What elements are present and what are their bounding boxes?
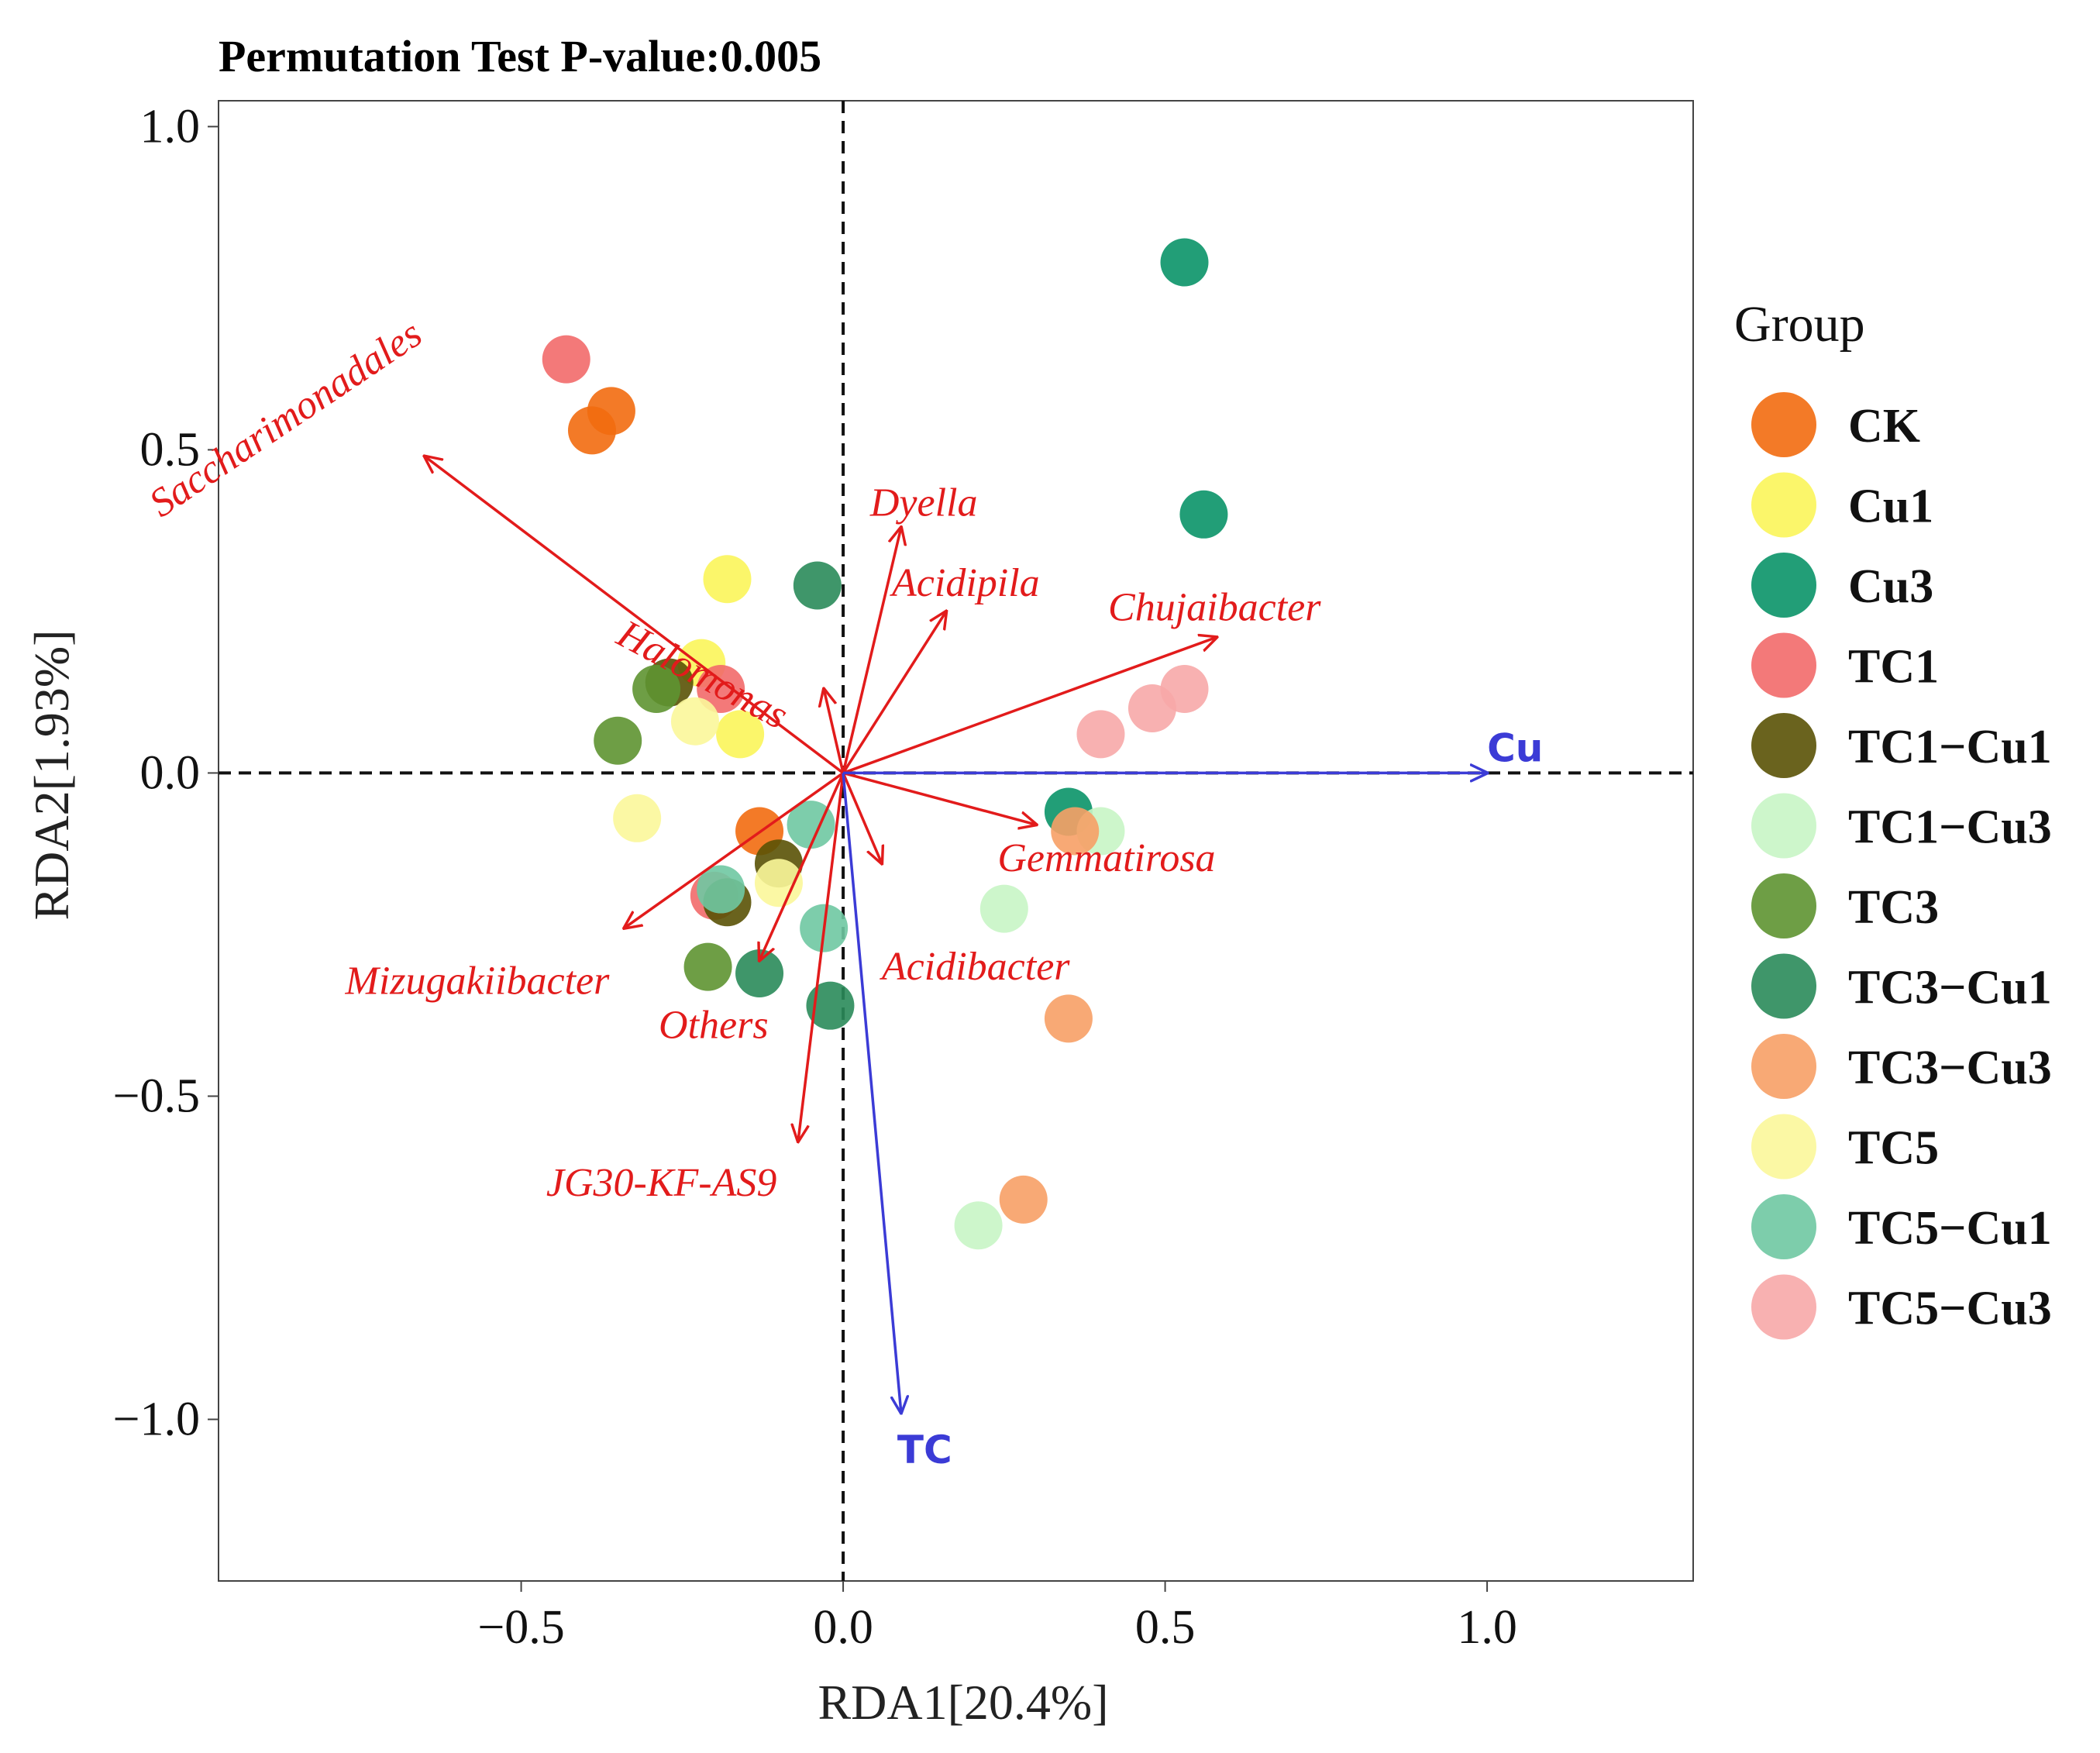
sample-point [979, 884, 1028, 933]
legend-key [1751, 1194, 1816, 1259]
sample-point [735, 949, 784, 997]
sample-point [670, 697, 719, 746]
legend: Group CK Cu1 Cu3 TC1 TC1−Cu1 TC1−Cu3 TC3 TC3−Cu… [1734, 296, 2052, 1340]
y-tick-label: −1.0 [113, 1393, 200, 1445]
x-tick-label: 1.0 [1457, 1601, 1517, 1654]
sample-point [1076, 710, 1125, 759]
y-tick-label: 0.5 [140, 423, 201, 476]
sample-point [594, 716, 642, 765]
sample-point [1044, 994, 1093, 1043]
species-arrow [798, 773, 845, 1141]
sample-point [793, 561, 842, 610]
species-label: Chujaibacter [1108, 585, 1321, 629]
sample-point [754, 859, 803, 907]
x-tick-label: −0.5 [477, 1601, 564, 1654]
legend-key [1751, 793, 1816, 859]
legend-key [1751, 472, 1816, 538]
species-arrow [625, 771, 845, 928]
legend-key [1751, 953, 1816, 1019]
sample-points [542, 238, 1228, 1250]
sample-point [1179, 490, 1228, 539]
legend-label: TC1−Cu3 [1848, 801, 2052, 854]
sample-point [999, 1175, 1048, 1224]
species-label: Acidipila [890, 561, 1040, 605]
legend-key [1751, 1034, 1816, 1099]
species-label: Saccharimonadales [142, 312, 430, 526]
sample-point [954, 1201, 1003, 1250]
legend-key [1751, 632, 1816, 698]
species-arrow [842, 637, 1217, 775]
legend-label: TC5−Cu3 [1848, 1283, 2052, 1335]
legend-title: Group [1734, 296, 1865, 353]
legend-label: CK [1848, 400, 1920, 453]
y-tick-label: −0.5 [113, 1069, 200, 1122]
legend-label: TC3−Cu1 [1848, 962, 2052, 1014]
y-tick-label: 0.0 [140, 746, 201, 799]
legend-key [1751, 713, 1816, 778]
x-tick-label: 0.5 [1135, 1601, 1196, 1654]
legend-label: TC5 [1848, 1122, 1939, 1175]
sample-point [697, 865, 745, 914]
species-arrow [425, 456, 845, 774]
sample-point [587, 387, 635, 436]
legend-key [1751, 392, 1816, 457]
species-arrow [824, 689, 845, 773]
env-label: TC [897, 1428, 952, 1472]
y-tick-label: 1.0 [140, 100, 201, 153]
legend-key [1751, 873, 1816, 938]
legend-label: TC1 [1848, 641, 1939, 694]
species-arrow [842, 527, 901, 773]
species-arrow [759, 772, 845, 960]
legend-label: Cu1 [1848, 480, 1933, 533]
legend-key [1751, 1274, 1816, 1340]
env-arrow [842, 773, 901, 1413]
species-label: JG30-KF-AS9 [546, 1161, 776, 1205]
chart-title: Permutation Test P-value:0.005 [219, 31, 821, 81]
species-label: Gemmatirosa [997, 836, 1215, 880]
sample-point [542, 335, 590, 384]
species-label: Mizugakiibacter [345, 959, 611, 1004]
sample-point [716, 710, 765, 759]
sample-point [787, 801, 835, 849]
sample-point [632, 664, 681, 713]
legend-label: TC3 [1848, 881, 1939, 934]
x-tick-label: 0.0 [813, 1601, 873, 1654]
sample-point [806, 981, 855, 1030]
sample-point [697, 664, 745, 713]
legend-label: TC1−Cu1 [1848, 721, 2052, 773]
species-arrow [842, 771, 1036, 825]
species-label: Acidibacter [880, 945, 1070, 989]
legend-label: TC5−Cu1 [1848, 1202, 2052, 1255]
legend-label: Cu3 [1848, 560, 1933, 613]
legend-key [1751, 553, 1816, 618]
sample-point [1160, 238, 1209, 287]
legend-label: TC3−Cu3 [1848, 1042, 2052, 1094]
legend-key [1751, 1114, 1816, 1180]
species-arrow [842, 772, 882, 863]
plot-panel [218, 100, 1694, 1582]
species-arrow [842, 611, 946, 774]
env-label: Cu [1487, 725, 1543, 770]
sample-point [613, 794, 662, 842]
sample-point [1051, 807, 1100, 856]
sample-point [1160, 664, 1209, 713]
species-label: Dyella [869, 480, 978, 525]
species-label: Others [659, 1003, 769, 1047]
sample-point [703, 555, 752, 604]
x-axis-label: RDA1[20.4%] [818, 1675, 1108, 1730]
y-axis-label: RDA2[1.93%] [24, 629, 79, 920]
sample-point [683, 942, 732, 991]
